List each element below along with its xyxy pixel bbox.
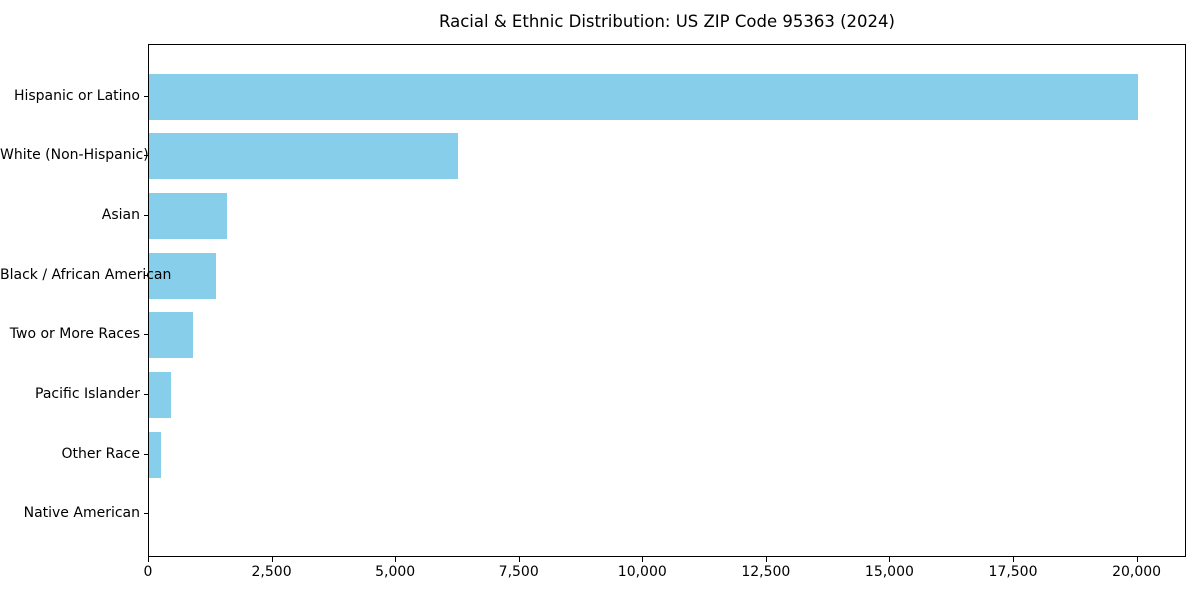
y-tick-label-native-american: Native American: [23, 505, 140, 522]
x-tick-mark: [1013, 557, 1014, 562]
x-tick-label-10000: 10,000: [617, 564, 667, 580]
y-tick-label-other-race: Other Race: [61, 445, 140, 462]
bar-hispanic-or-latino: [149, 73, 1138, 120]
bar-black-african-american: [149, 252, 216, 299]
x-tick-mark: [889, 557, 891, 562]
x-tick-label-5000: 5,000: [375, 564, 416, 580]
bar-asian: [149, 192, 228, 239]
y-tick-mark: [144, 334, 148, 336]
x-tick-label-15000: 15,000: [864, 564, 914, 580]
y-tick-label-two-or-more-races: Two or More Races: [9, 326, 140, 343]
bar-white-non-hispanic: [149, 133, 458, 180]
x-tick-label-20000: 20,000: [1112, 564, 1162, 580]
x-tick-mark: [271, 557, 273, 562]
x-tick-mark: [395, 557, 397, 562]
y-tick-mark: [144, 95, 148, 97]
bar-other-race: [149, 431, 161, 478]
y-tick-mark: [144, 453, 148, 455]
y-tick-mark: [144, 394, 148, 395]
x-tick-mark: [148, 557, 149, 562]
plot-area: [148, 44, 1186, 557]
y-tick-mark: [144, 214, 148, 216]
x-tick-label-7500: 7,500: [498, 564, 539, 580]
x-tick-mark: [1136, 557, 1138, 562]
y-tick-label-asian: Asian: [101, 206, 140, 223]
bar-two-or-more-races: [149, 312, 193, 359]
y-tick-label-hispanic-or-latino: Hispanic or Latino: [13, 87, 140, 104]
x-tick-mark: [518, 557, 520, 562]
x-tick-label-2500: 2,500: [251, 564, 292, 580]
y-tick-label-white-non-hispanic: White (Non-Hispanic): [0, 147, 149, 164]
x-tick-mark: [642, 557, 644, 562]
y-tick-mark: [144, 513, 148, 515]
y-tick-mark: [144, 274, 148, 276]
bar-pacific-islander: [149, 372, 172, 418]
y-tick-mark: [144, 155, 148, 157]
x-tick-label-0: 0: [143, 564, 153, 580]
x-tick-mark: [765, 557, 767, 562]
chart-title: Racial & Ethnic Distribution: US ZIP Cod…: [439, 12, 895, 31]
x-tick-label-12500: 12,500: [741, 564, 791, 580]
y-tick-label-black-african-american: Black / African American: [0, 266, 172, 283]
x-tick-label-17500: 17,500: [988, 564, 1038, 580]
y-tick-label-pacific-islander: Pacific Islander: [35, 386, 140, 402]
